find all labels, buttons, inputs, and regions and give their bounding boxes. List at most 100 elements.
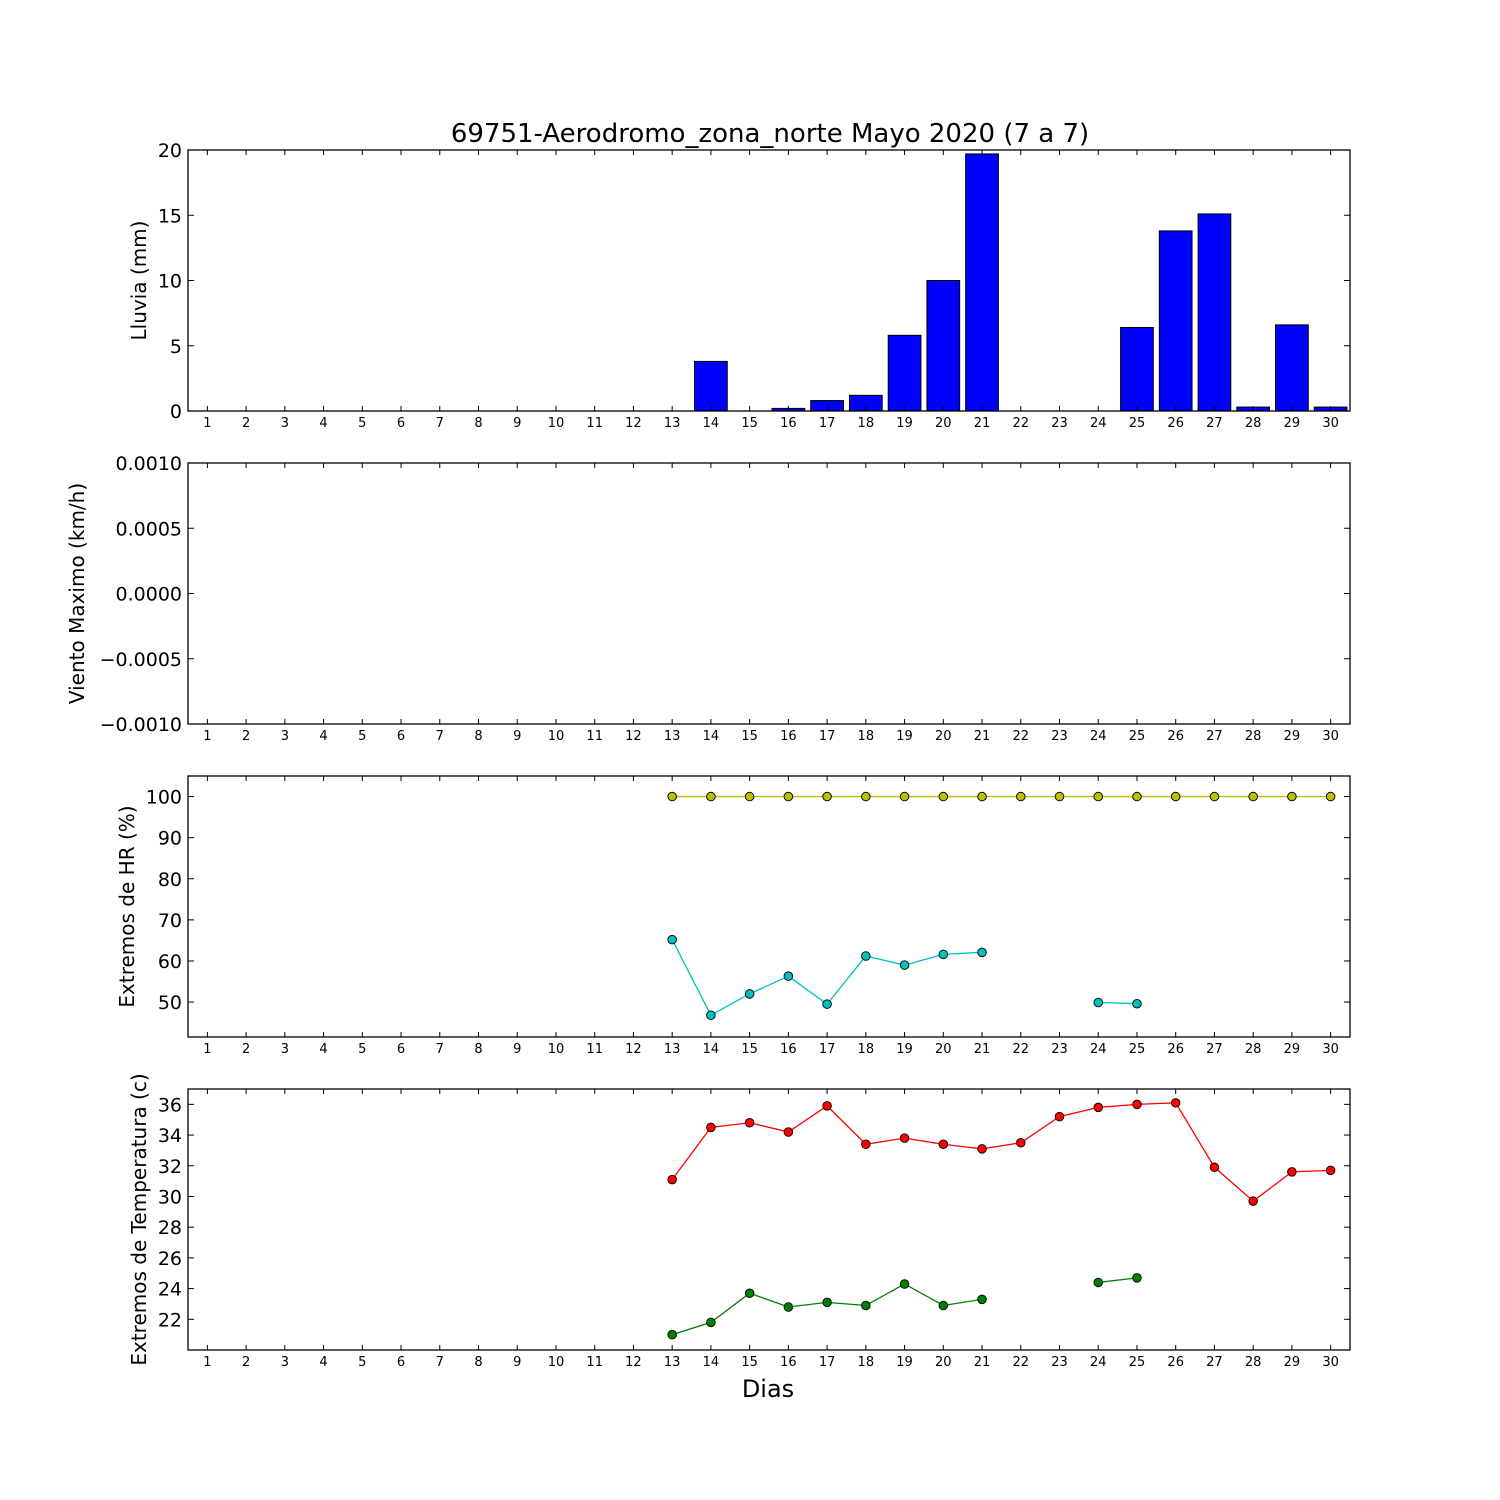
humidity-point <box>1209 791 1220 802</box>
temperature-point <box>783 1302 794 1312</box>
temperature-xtick-label: 6 <box>397 1355 405 1370</box>
rain-bar <box>887 334 922 412</box>
temperature-point <box>938 1300 949 1311</box>
rain-xtick-label: 8 <box>474 416 482 431</box>
humidity-point <box>744 791 755 802</box>
humidity-xtick-label: 26 <box>1167 1042 1184 1057</box>
humidity-point <box>977 791 987 802</box>
temperature-xtick-label: 13 <box>664 1355 681 1370</box>
wind-xtick-label: 28 <box>1245 729 1262 744</box>
temperature-point <box>977 1144 987 1154</box>
wind-xtick-label: 26 <box>1167 729 1184 744</box>
humidity-xtick-label: 5 <box>358 1042 366 1057</box>
wind-xtick-label: 21 <box>974 729 991 744</box>
rain-xtick-label: 24 <box>1090 416 1107 431</box>
rain-xtick-label: 7 <box>436 416 444 431</box>
temperature-point <box>1093 1102 1103 1113</box>
temperature-point <box>899 1133 910 1143</box>
wind-xtick-label: 24 <box>1090 729 1107 744</box>
temperature-point <box>1054 1111 1065 1122</box>
humidity-point <box>861 951 871 961</box>
temperature-axes-frame <box>187 1088 1351 1351</box>
temperature-point <box>1287 1167 1297 1177</box>
humidity-xtick-label: 15 <box>741 1042 758 1057</box>
temperature-xtick-label: 11 <box>586 1355 603 1370</box>
humidity-xtick-label: 24 <box>1090 1042 1107 1057</box>
rain-xtick-label: 3 <box>281 416 289 431</box>
humidity-xtick-label: 7 <box>436 1042 444 1057</box>
humidity-point <box>667 934 677 945</box>
temperature-xtick-label: 14 <box>703 1355 720 1370</box>
humidity-xtick-label: 23 <box>1051 1042 1068 1057</box>
temperature-xtick-label: 4 <box>319 1355 327 1370</box>
temperature-xtick-label: 15 <box>741 1355 758 1370</box>
temperature-xtick-label: 23 <box>1051 1355 1068 1370</box>
rain-bar <box>1158 230 1193 412</box>
humidity-ytick-label: 80 <box>158 869 182 891</box>
wind-xtick-label: 1 <box>203 729 211 744</box>
humidity-series-2-line <box>1098 1001 1137 1005</box>
humidity-point <box>1093 791 1103 802</box>
temperature-point <box>822 1101 832 1111</box>
temperature-xtick-label: 5 <box>358 1355 366 1370</box>
humidity-xtick-label: 18 <box>858 1042 875 1057</box>
rain-y-axis-label: Lluvia (mm) <box>127 221 151 341</box>
wind-xtick-label: 14 <box>703 729 720 744</box>
humidity-point <box>1287 791 1297 802</box>
rain-xtick-label: 5 <box>358 416 366 431</box>
humidity-ytick-label: 100 <box>146 787 182 809</box>
humidity-xtick-label: 22 <box>1012 1042 1029 1057</box>
rain-ytick-label: 5 <box>170 336 182 358</box>
temperature-xtick-label: 29 <box>1284 1355 1301 1370</box>
rain-bar <box>1120 326 1154 412</box>
humidity-axes-frame <box>187 775 1351 1038</box>
wind-xtick-label: 15 <box>741 729 758 744</box>
humidity-xtick-label: 3 <box>281 1042 289 1057</box>
temperature-point <box>667 1329 677 1340</box>
humidity-point <box>899 791 910 802</box>
rain-bar <box>926 280 961 412</box>
temperature-xtick-label: 9 <box>513 1355 521 1370</box>
wind-xtick-label: 25 <box>1129 729 1146 744</box>
temperature-xtick-label: 3 <box>281 1355 289 1370</box>
wind-xtick-label: 2 <box>242 729 250 744</box>
temperature-point <box>899 1279 910 1289</box>
humidity-xtick-label: 13 <box>664 1042 681 1057</box>
humidity-xtick-label: 11 <box>586 1042 603 1057</box>
temperature-point <box>1248 1196 1258 1206</box>
wind-xtick-label: 29 <box>1284 729 1301 744</box>
rain-ytick-label: 15 <box>158 205 182 227</box>
temperature-xtick-label: 1 <box>203 1355 211 1370</box>
temperature-ytick-label: 34 <box>158 1125 182 1147</box>
humidity-xtick-label: 9 <box>513 1042 521 1057</box>
temperature-xtick-label: 2 <box>242 1355 250 1370</box>
humidity-point <box>1054 791 1065 802</box>
humidity-ytick-label: 50 <box>158 992 182 1014</box>
humidity-point <box>899 960 910 970</box>
temperature-point <box>706 1317 716 1328</box>
rain-xtick-label: 4 <box>319 416 327 431</box>
rain-xtick-label: 12 <box>625 416 642 431</box>
rain-xtick-label: 6 <box>397 416 405 431</box>
wind-xtick-label: 20 <box>935 729 952 744</box>
temperature-xtick-label: 12 <box>625 1355 642 1370</box>
rain-xtick-label: 26 <box>1167 416 1184 431</box>
humidity-point <box>706 1010 716 1020</box>
wind-xtick-label: 8 <box>474 729 482 744</box>
rain-xtick-label: 30 <box>1322 416 1339 431</box>
rain-xtick-label: 21 <box>974 416 991 431</box>
humidity-point <box>938 949 949 960</box>
humidity-xtick-label: 28 <box>1245 1042 1262 1057</box>
humidity-point <box>938 791 949 802</box>
humidity-point <box>1016 791 1026 802</box>
temperature-xtick-label: 24 <box>1090 1355 1107 1370</box>
rain-ytick-label: 20 <box>158 140 182 162</box>
wind-xtick-label: 19 <box>896 729 913 744</box>
rain-xtick-label: 15 <box>741 416 758 431</box>
rain-xtick-label: 1 <box>203 416 211 431</box>
temperature-series-1-line <box>671 1102 1331 1202</box>
rain-bar <box>694 360 728 412</box>
